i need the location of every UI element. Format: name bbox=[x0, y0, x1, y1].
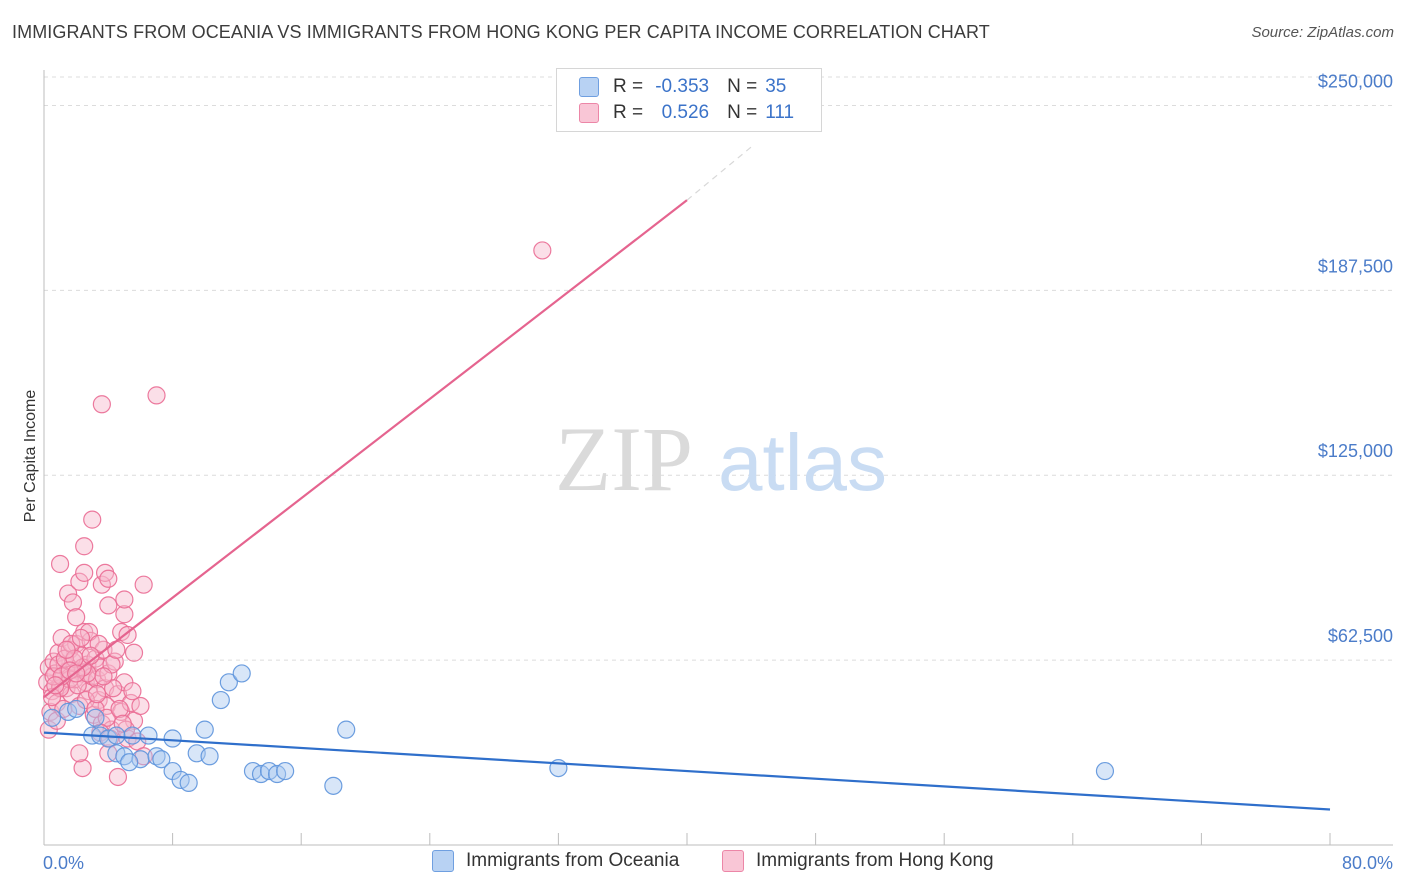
hong-kong-point-105 bbox=[57, 640, 76, 659]
legend-swatch-oceania bbox=[432, 850, 454, 872]
hong-kong-point-55 bbox=[63, 593, 83, 612]
hong-kong-point-48 bbox=[131, 696, 150, 716]
oceania-point-28 bbox=[324, 776, 343, 795]
hong-kong-point-57 bbox=[70, 572, 89, 591]
watermark-atlas: atlas bbox=[718, 418, 887, 507]
gridlines bbox=[44, 76, 1393, 661]
hong-kong-point-73 bbox=[124, 643, 144, 662]
legend-row-oceania: R = -0.353 N = 35 bbox=[579, 75, 786, 99]
axes bbox=[43, 70, 1393, 846]
legend-row-hong-kong: R = 0.526 N = 111 bbox=[579, 101, 794, 125]
hong-kong-point-106 bbox=[46, 676, 65, 695]
legend-label-oceania: Immigrants from Oceania bbox=[466, 850, 680, 871]
hong-kong-point-53 bbox=[59, 584, 78, 603]
legend-swatch-hong-kong bbox=[722, 850, 744, 872]
hong-kong-point-92 bbox=[87, 685, 107, 704]
watermark: ZIP atlas bbox=[555, 408, 887, 510]
oceania-point-11 bbox=[147, 747, 166, 766]
trend-lines bbox=[43, 146, 1331, 811]
legend-swatch-hong-kong bbox=[579, 103, 599, 123]
legend-n-label: N = bbox=[727, 76, 758, 97]
oceania-point-18 bbox=[195, 720, 214, 739]
legend-r-value-oceania: -0.353 bbox=[655, 76, 710, 97]
oceania-point-27 bbox=[276, 761, 295, 781]
y-tick-label-0: $62,500 bbox=[1328, 626, 1393, 646]
y-tick-label-1: $125,000 bbox=[1318, 441, 1393, 461]
legend-item-oceania: Immigrants from Oceania bbox=[432, 850, 679, 872]
x-tick-label-max: 80.0% bbox=[1342, 853, 1393, 873]
series-legend: Immigrants from Oceania Immigrants from … bbox=[0, 850, 1406, 878]
hong-kong-point-109 bbox=[113, 714, 132, 733]
hong-kong-point-41 bbox=[108, 685, 128, 704]
chart-title: IMMIGRANTS FROM OCEANIA VS IMMIGRANTS FR… bbox=[12, 22, 990, 42]
hong-kong-point-70 bbox=[115, 605, 134, 624]
hong-kong-point-56 bbox=[67, 608, 86, 627]
hong-kong-point-74 bbox=[134, 575, 153, 594]
oceania-point-20 bbox=[211, 690, 230, 710]
legend-n-value-hong-kong: 111 bbox=[765, 102, 795, 123]
x-tick-label-min: 0.0% bbox=[43, 853, 84, 873]
trend-line-hong-kong-extension bbox=[686, 146, 752, 201]
trend-line-hong-kong bbox=[43, 199, 688, 698]
legend-label-hong-kong: Immigrants from Hong Kong bbox=[756, 850, 994, 871]
legend-r-label: R = bbox=[613, 76, 644, 97]
y-tick-label-3: $250,000 bbox=[1318, 71, 1393, 91]
legend-r-value-hong-kong: 0.526 bbox=[661, 102, 710, 123]
oceania-point-12 bbox=[152, 750, 171, 769]
hong-kong-point-76 bbox=[147, 386, 166, 405]
oceania-point-10 bbox=[139, 726, 158, 745]
series-oceania bbox=[42, 664, 1115, 795]
hong-kong-point-107 bbox=[71, 628, 91, 648]
hong-kong-point-61 bbox=[83, 510, 102, 529]
hong-kong-point-79 bbox=[108, 767, 128, 787]
oceania-point-21 bbox=[219, 673, 238, 692]
oceania-point-19 bbox=[200, 747, 219, 766]
oceania-point-33 bbox=[86, 708, 105, 727]
legend-item-hong-kong: Immigrants from Hong Kong bbox=[722, 850, 994, 872]
hong-kong-point-108 bbox=[94, 667, 113, 686]
oceania-point-29 bbox=[337, 720, 356, 739]
hong-kong-point-75 bbox=[92, 395, 111, 414]
hong-kong-point-89 bbox=[62, 634, 81, 653]
oceania-point-14 bbox=[163, 729, 182, 748]
hong-kong-point-54 bbox=[50, 554, 70, 574]
chart-source: Source: ZipAtlas.com bbox=[1251, 24, 1394, 41]
hong-kong-point-95 bbox=[110, 699, 129, 719]
hong-kong-point-77 bbox=[533, 241, 552, 260]
oceania-point-16 bbox=[179, 773, 198, 792]
hong-kong-point-94 bbox=[104, 679, 123, 698]
hong-kong-point-80 bbox=[73, 758, 92, 778]
hong-kong-point-81 bbox=[70, 744, 89, 763]
watermark-zip: ZIP bbox=[555, 408, 693, 510]
hong-kong-point-58 bbox=[75, 537, 94, 556]
y-tick-labels: $62,500 $125,000 $187,500 $250,000 bbox=[1318, 71, 1393, 646]
oceania-point-8 bbox=[123, 726, 142, 745]
legend-swatch-oceania bbox=[579, 77, 599, 97]
hong-kong-point-72 bbox=[118, 625, 137, 645]
hong-kong-point-97 bbox=[123, 682, 142, 701]
hong-kong-point-59 bbox=[75, 563, 94, 582]
oceania-point-22 bbox=[232, 664, 251, 683]
oceania-point-2 bbox=[67, 699, 86, 719]
legend-n-label: N = bbox=[727, 102, 758, 123]
series-hong-kong bbox=[38, 241, 552, 787]
y-axis-label: Per Capita Income bbox=[22, 390, 39, 523]
legend-n-value-oceania: 35 bbox=[765, 76, 787, 97]
correlation-legend: R = -0.353 N = 35 R = 0.526 N = 111 bbox=[556, 68, 822, 132]
oceania-point-0 bbox=[42, 708, 62, 727]
hong-kong-point-71 bbox=[115, 590, 134, 609]
hong-kong-point-66 bbox=[99, 596, 118, 615]
hong-kong-point-68 bbox=[107, 640, 126, 659]
legend-r-label: R = bbox=[613, 102, 644, 123]
oceania-point-34 bbox=[120, 753, 139, 772]
trend-line-oceania bbox=[43, 731, 1331, 811]
oceania-point-31 bbox=[1095, 761, 1115, 781]
hong-kong-point-65 bbox=[99, 569, 118, 588]
y-tick-label-2: $187,500 bbox=[1318, 256, 1393, 276]
